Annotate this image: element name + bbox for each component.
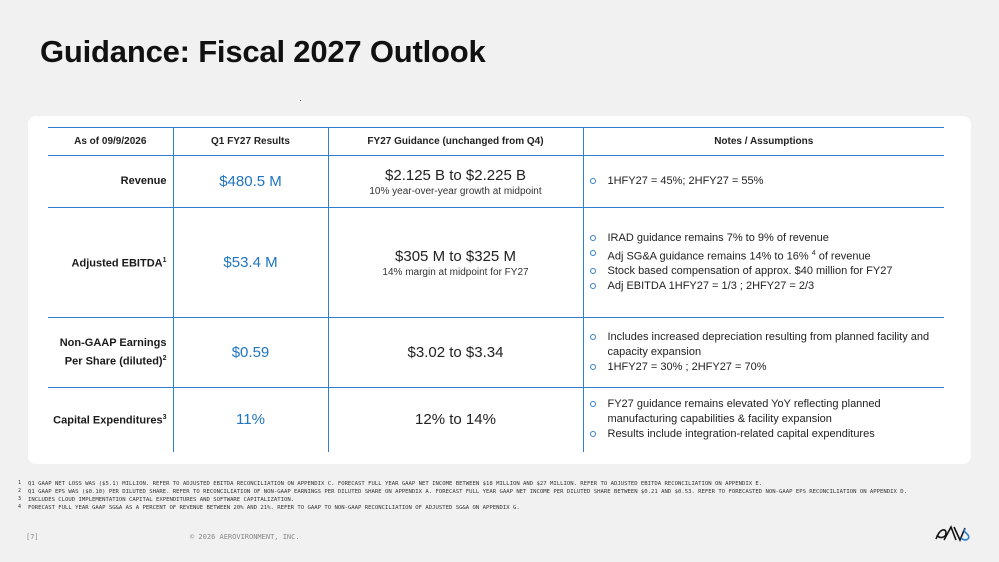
circle-bullet-icon [589, 431, 596, 438]
footnote: 1 Q1 GAAP NET LOSS WAS ($5.1) MILLION. RE… [18, 480, 763, 487]
list-item: IRAD guidance remains 7% to 9% of revenu… [589, 231, 945, 246]
header-notes: Notes / Assumptions [582, 127, 944, 156]
guidance-subtext: 10% year-over-year growth at midpoint [369, 185, 542, 197]
table-row-capital-expenditures: Capital Expenditures3 11% 12% to 14% FY2… [48, 387, 945, 452]
av-logo-icon [935, 525, 970, 542]
page-number: [7] [26, 533, 39, 541]
list-item: 1HFY27 = 45%; 2HFY27 = 55% [589, 174, 945, 189]
guidance-value: $305 M to $325 M 14% margin at midpoint … [327, 207, 584, 318]
circle-bullet-icon [589, 364, 596, 370]
list-item: Stock based compensation of approx. $40 … [589, 264, 945, 279]
guidance-value: $2.125 B to $2.225 B 10% year-over-year … [327, 155, 584, 208]
footnotes: 1 Q1 GAAP NET LOSS WAS ($5.1) MILLION. RE… [18, 480, 993, 512]
list-item: Adj EBITDA 1HFY27 = 1/3 ; 2HFY27 = 2/3 [589, 279, 945, 294]
guidance-range: $305 M to $325 M [395, 247, 516, 265]
circle-bullet-icon [589, 334, 596, 340]
table-row-adjusted-ebitda: Adjusted EBITDA1 $53.4 M $305 M to $325 … [48, 207, 945, 318]
header-q1-results: Q1 FY27 Results [172, 127, 329, 156]
footnote-ref: 2 [162, 354, 167, 362]
footnote: 4 FORECAST FULL YEAR GAAP SG&A AS A PERCE… [18, 504, 520, 511]
guidance-range: 12% to 14% [415, 411, 496, 429]
guidance-value: 12% to 14% [327, 387, 584, 452]
list-item: Results include integration-related capi… [589, 427, 945, 442]
metric-label: Adjusted EBITDA1 [48, 207, 174, 318]
list-item: Adj SG&A guidance remains 14% to 16% 4 o… [589, 246, 945, 265]
guidance-value: $3.02 to $3.34 [327, 317, 584, 388]
circle-bullet-icon [589, 268, 596, 275]
footnote: 2 Q1 GAAP EPS WAS ($0.10) PER DILUTED SHA… [18, 488, 907, 495]
metric-label: Capital Expenditures3 [48, 387, 174, 452]
header-as-of: As of 09/9/2026 [48, 127, 174, 156]
q1-value: $480.5 M [172, 155, 329, 208]
metric-label: Non-GAAP Earnings Per Share (diluted)2 [48, 317, 174, 388]
circle-bullet-icon [589, 283, 596, 290]
footnote-ref: 3 [162, 414, 167, 422]
notes-cell: IRAD guidance remains 7% to 9% of revenu… [582, 207, 945, 318]
notes-cell: Includes increased depreciation resultin… [582, 317, 945, 388]
guidance-range: $2.125 B to $2.225 B [385, 166, 526, 184]
q1-value: $0.59 [172, 317, 329, 388]
stray-dot [300, 100, 301, 101]
table-row-non-gaap-eps: Non-GAAP Earnings Per Share (diluted)2 $0… [48, 317, 945, 388]
header-fy27-guidance: FY27 Guidance (unchanged from Q4) [327, 127, 584, 156]
table-row-revenue: Revenue $480.5 M $2.125 B to $2.225 B 10… [48, 155, 945, 208]
metric-label: Revenue [48, 155, 174, 208]
list-item: 1HFY27 = 30% ; 2HFY27 = 70% [589, 360, 945, 375]
guidance-card: As of 09/9/2026 Q1 FY27 Results FY27 Gui… [28, 116, 971, 464]
circle-bullet-icon [589, 178, 596, 184]
guidance-subtext: 14% margin at midpoint for FY27 [382, 266, 529, 278]
table-header-row: As of 09/9/2026 Q1 FY27 Results FY27 Gui… [48, 127, 944, 156]
circle-bullet-icon [589, 249, 596, 256]
q1-value: 11% [172, 387, 329, 452]
q1-value: $53.4 M [172, 207, 329, 318]
page-title: Guidance: Fiscal 2027 Outlook [40, 34, 486, 69]
circle-bullet-icon [589, 401, 596, 408]
list-item: FY27 guidance remains elevated YoY refle… [589, 397, 945, 427]
circle-bullet-icon [589, 234, 596, 241]
notes-cell: FY27 guidance remains elevated YoY refle… [582, 387, 945, 452]
guidance-range: $3.02 to $3.34 [407, 344, 504, 361]
list-item: Includes increased depreciation resultin… [589, 330, 945, 360]
copyright: © 2026 AEROVIRONMENT, INC. [190, 533, 300, 541]
guidance-table: As of 09/9/2026 Q1 FY27 Results FY27 Gui… [48, 127, 944, 452]
notes-cell: 1HFY27 = 45%; 2HFY27 = 55% [582, 155, 945, 208]
footnote: 3 INCLUDES CLOUD IMPLEMENTATION CAPITAL E… [18, 496, 295, 503]
footnote-ref: 1 [162, 257, 167, 265]
